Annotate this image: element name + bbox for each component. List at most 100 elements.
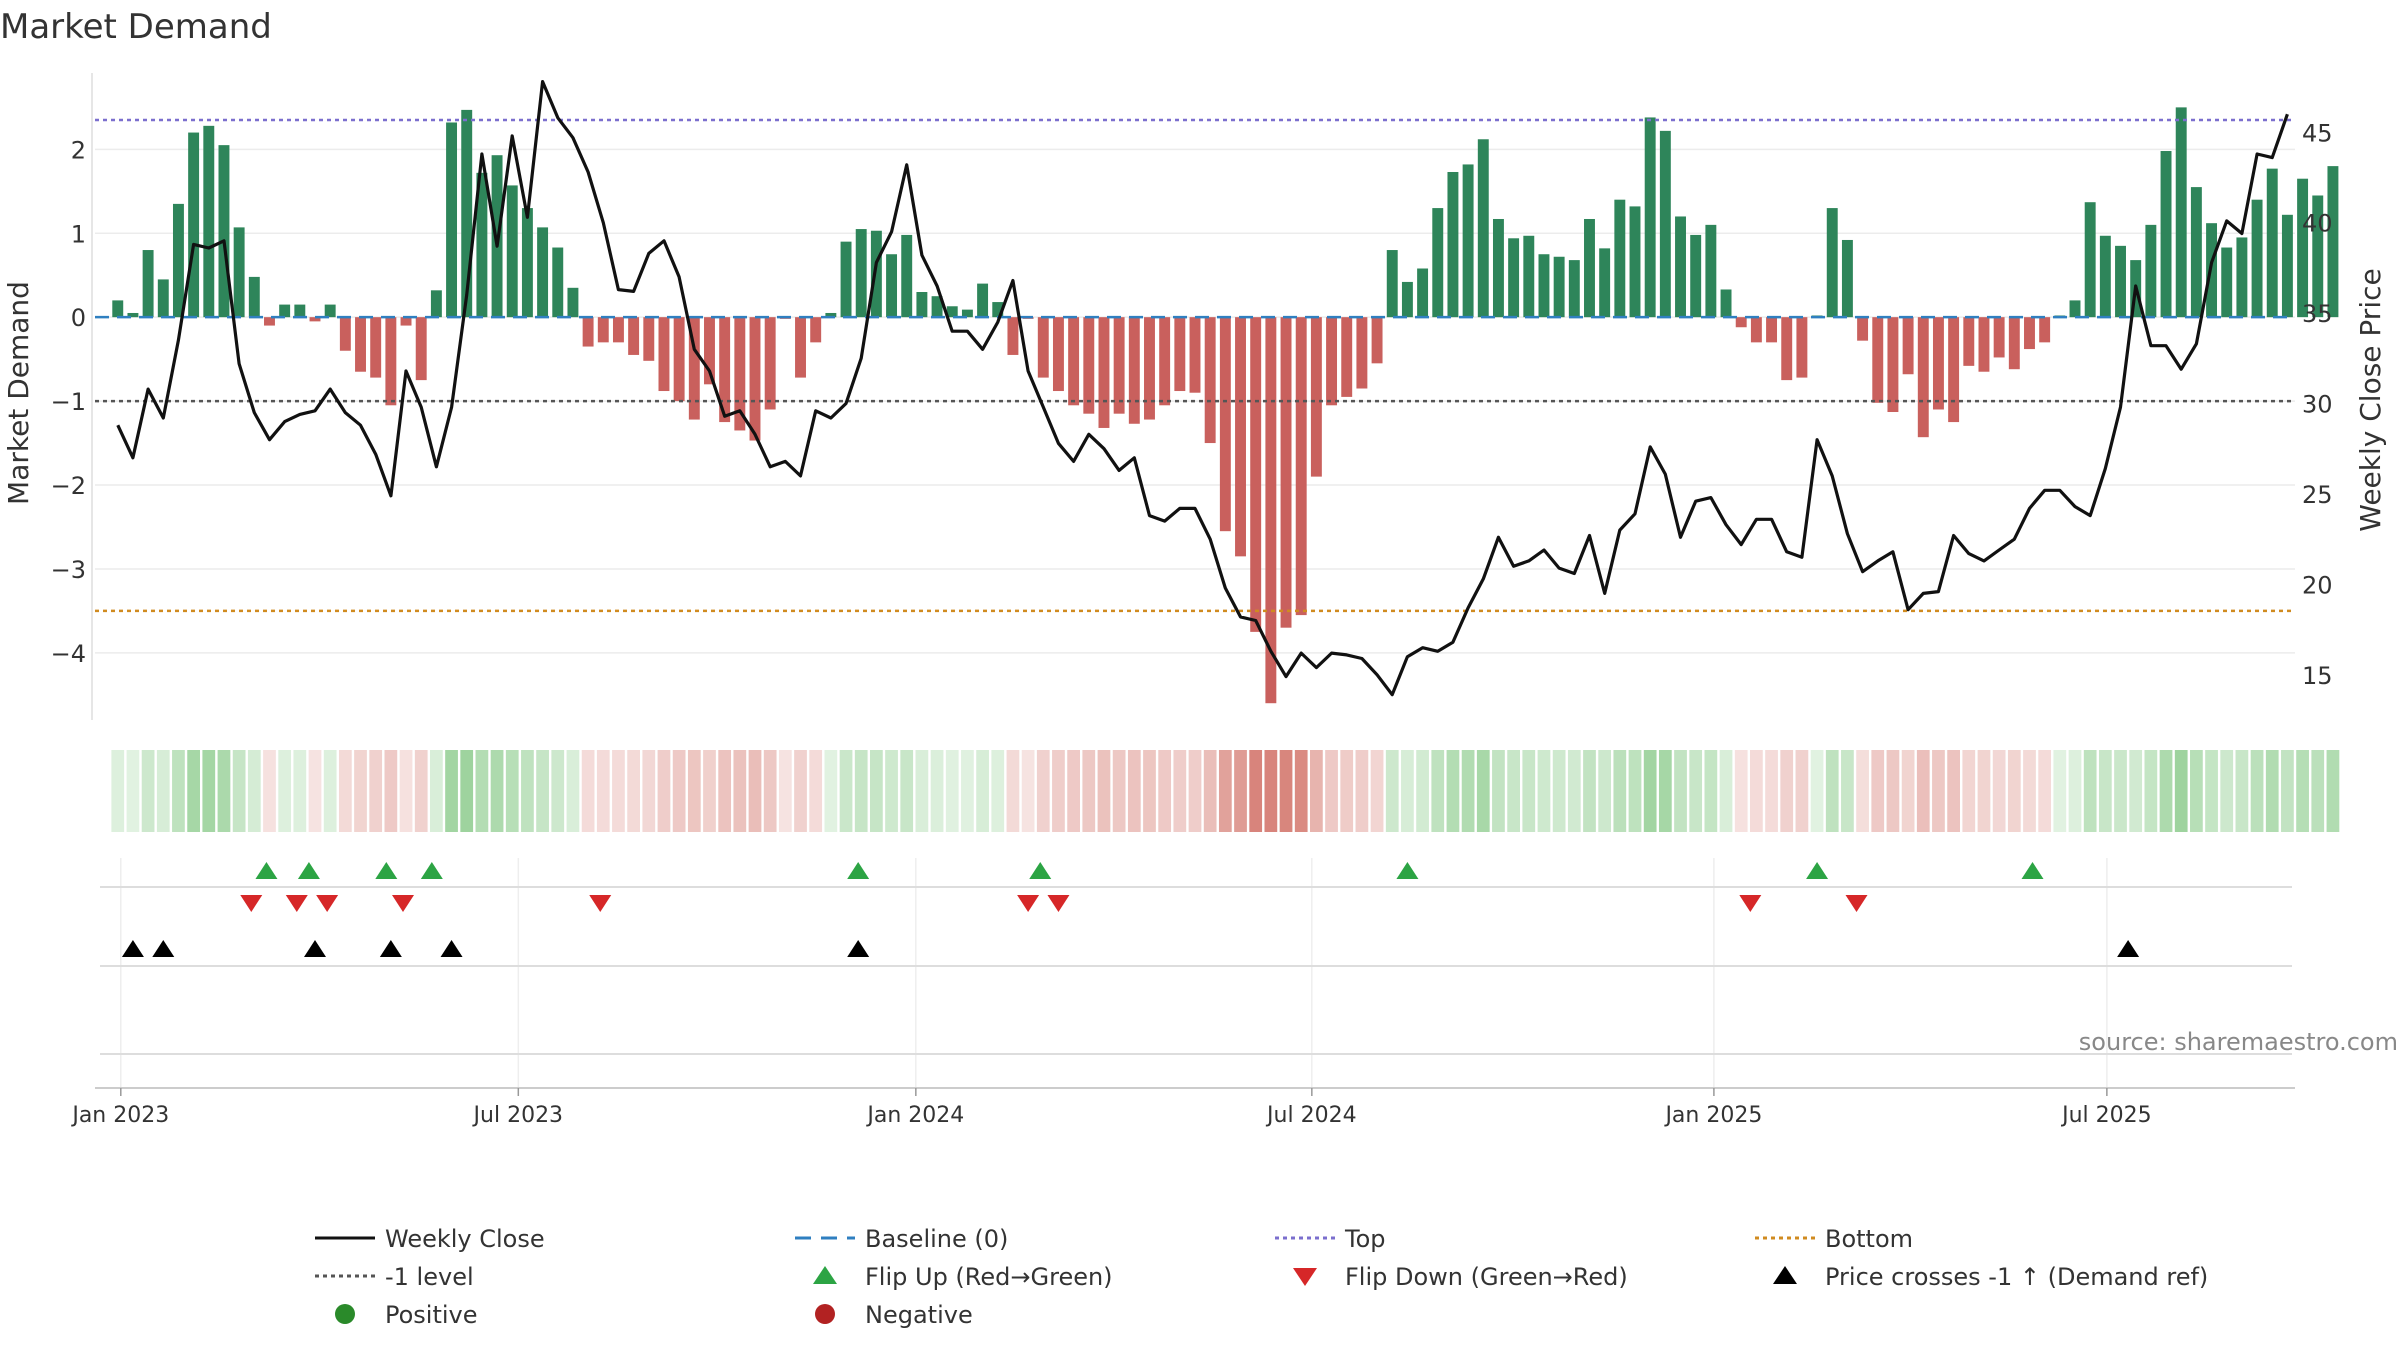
heat-cell bbox=[794, 750, 807, 832]
heat-cell bbox=[126, 750, 140, 832]
heat-cell bbox=[1203, 750, 1217, 832]
legend-swatch bbox=[1773, 1266, 1797, 1284]
demand-bar bbox=[370, 317, 382, 378]
chart-title: Market Demand bbox=[0, 7, 272, 47]
heat-cell bbox=[687, 750, 701, 832]
heat-cell bbox=[1825, 750, 1839, 832]
heat-cell bbox=[263, 750, 276, 832]
demand-bar bbox=[309, 317, 321, 322]
right-tick-label: 35 bbox=[2302, 300, 2333, 328]
demand-bar bbox=[1841, 239, 1853, 318]
heat-cell bbox=[384, 750, 398, 832]
demand-bar bbox=[2236, 237, 2248, 318]
demand-bar bbox=[1857, 317, 1869, 341]
demand-bar bbox=[506, 185, 518, 318]
demand-bar bbox=[628, 317, 640, 355]
demand-bar bbox=[248, 276, 260, 318]
demand-bar bbox=[324, 304, 336, 318]
heat-cell bbox=[642, 750, 656, 832]
heat-cell bbox=[1446, 750, 1460, 832]
flip-down-marker bbox=[285, 895, 308, 912]
heat-cell bbox=[1719, 750, 1733, 832]
demand-bar bbox=[1265, 317, 1277, 704]
demand-bar bbox=[643, 317, 655, 361]
demand-bar bbox=[1462, 164, 1474, 318]
price-cross-marker bbox=[152, 940, 175, 957]
heat-cell bbox=[2250, 750, 2264, 832]
heat-cell bbox=[612, 750, 625, 832]
demand-heat-strip bbox=[111, 750, 2340, 832]
heat-cell bbox=[1507, 750, 1520, 832]
demand-bar bbox=[1826, 208, 1838, 318]
demand-bar bbox=[704, 317, 715, 385]
legend-item: Bottom bbox=[1755, 1225, 1913, 1253]
demand-bar bbox=[688, 317, 700, 420]
legend-item: Flip Down (Green→Red) bbox=[1293, 1263, 1628, 1291]
flip-down-marker bbox=[1845, 895, 1868, 912]
demand-bar bbox=[1219, 317, 1231, 532]
heat-cell bbox=[1143, 750, 1156, 832]
heat-cell bbox=[2174, 750, 2188, 832]
demand-bar bbox=[112, 300, 124, 318]
demand-bar bbox=[2069, 300, 2081, 318]
demand-bar bbox=[1492, 218, 1504, 318]
demand-bar bbox=[1401, 281, 1413, 318]
right-tick-label: 45 bbox=[2302, 119, 2333, 147]
demand-bar bbox=[203, 125, 215, 318]
heat-cell bbox=[430, 750, 443, 832]
heat-cell bbox=[338, 750, 352, 832]
demand-bar bbox=[2281, 214, 2293, 318]
heat-cell bbox=[1674, 750, 1687, 832]
reference-lines bbox=[95, 118, 2295, 613]
heat-cell bbox=[1097, 750, 1111, 832]
demand-bar bbox=[415, 317, 427, 381]
demand-bar bbox=[901, 234, 913, 318]
heat-cell bbox=[2296, 750, 2309, 832]
demand-bar bbox=[1508, 238, 1520, 318]
x-tick-label: Jul 2024 bbox=[1265, 1103, 1357, 1128]
demand-bar bbox=[2312, 195, 2324, 318]
demand-bar bbox=[1250, 317, 1262, 632]
demand-bar bbox=[2039, 317, 2051, 343]
heat-cell bbox=[778, 750, 792, 832]
heat-cell bbox=[1052, 750, 1065, 832]
demand-bar bbox=[2099, 235, 2111, 318]
demand-bar bbox=[172, 203, 184, 318]
heat-cell bbox=[1780, 750, 1794, 832]
demand-bar bbox=[1144, 317, 1155, 420]
demand-bar bbox=[1614, 199, 1626, 318]
demand-bar bbox=[1781, 317, 1793, 381]
flip-up-marker bbox=[255, 862, 278, 879]
heat-cell bbox=[217, 750, 231, 832]
right-tick-label: 20 bbox=[2302, 571, 2333, 599]
demand-bar bbox=[1432, 208, 1444, 318]
heat-cell bbox=[1750, 750, 1763, 832]
demand-bar bbox=[1538, 254, 1550, 318]
left-tick-label: −3 bbox=[51, 556, 86, 584]
flip-up-marker bbox=[847, 862, 870, 879]
heat-cell bbox=[930, 750, 944, 832]
demand-bar bbox=[1523, 235, 1535, 318]
demand-bar bbox=[264, 317, 275, 326]
heat-cell bbox=[657, 750, 671, 832]
heat-cell bbox=[718, 750, 732, 832]
heat-cell bbox=[870, 750, 883, 832]
price-cross-marker bbox=[304, 940, 326, 957]
demand-bar bbox=[2175, 107, 2187, 318]
demand-bars bbox=[112, 107, 2339, 704]
heat-cell bbox=[1947, 750, 1960, 832]
x-axis: Jan 2023 Jul 2023 Jan 2024 Jul 2024 Jan 2025… bbox=[70, 1088, 2152, 1128]
price-cross-marker bbox=[379, 940, 402, 957]
legend-label: Top bbox=[1344, 1225, 1386, 1253]
legend: Weekly Close Baseline (0) Top Bottom -1 leve… bbox=[315, 1225, 2208, 1329]
right-tick-label: 15 bbox=[2302, 662, 2333, 690]
right-axis: 45 40 35 30 25 20 15 bbox=[2302, 119, 2333, 690]
demand-bar bbox=[2327, 166, 2339, 318]
demand-bar bbox=[1341, 317, 1353, 397]
heat-cell bbox=[460, 750, 474, 832]
legend-label: Positive bbox=[385, 1301, 478, 1329]
demand-bar bbox=[1174, 317, 1186, 392]
flip-up-marker bbox=[420, 862, 443, 879]
heat-cell bbox=[1583, 750, 1596, 832]
left-tick-label: −2 bbox=[51, 472, 86, 500]
